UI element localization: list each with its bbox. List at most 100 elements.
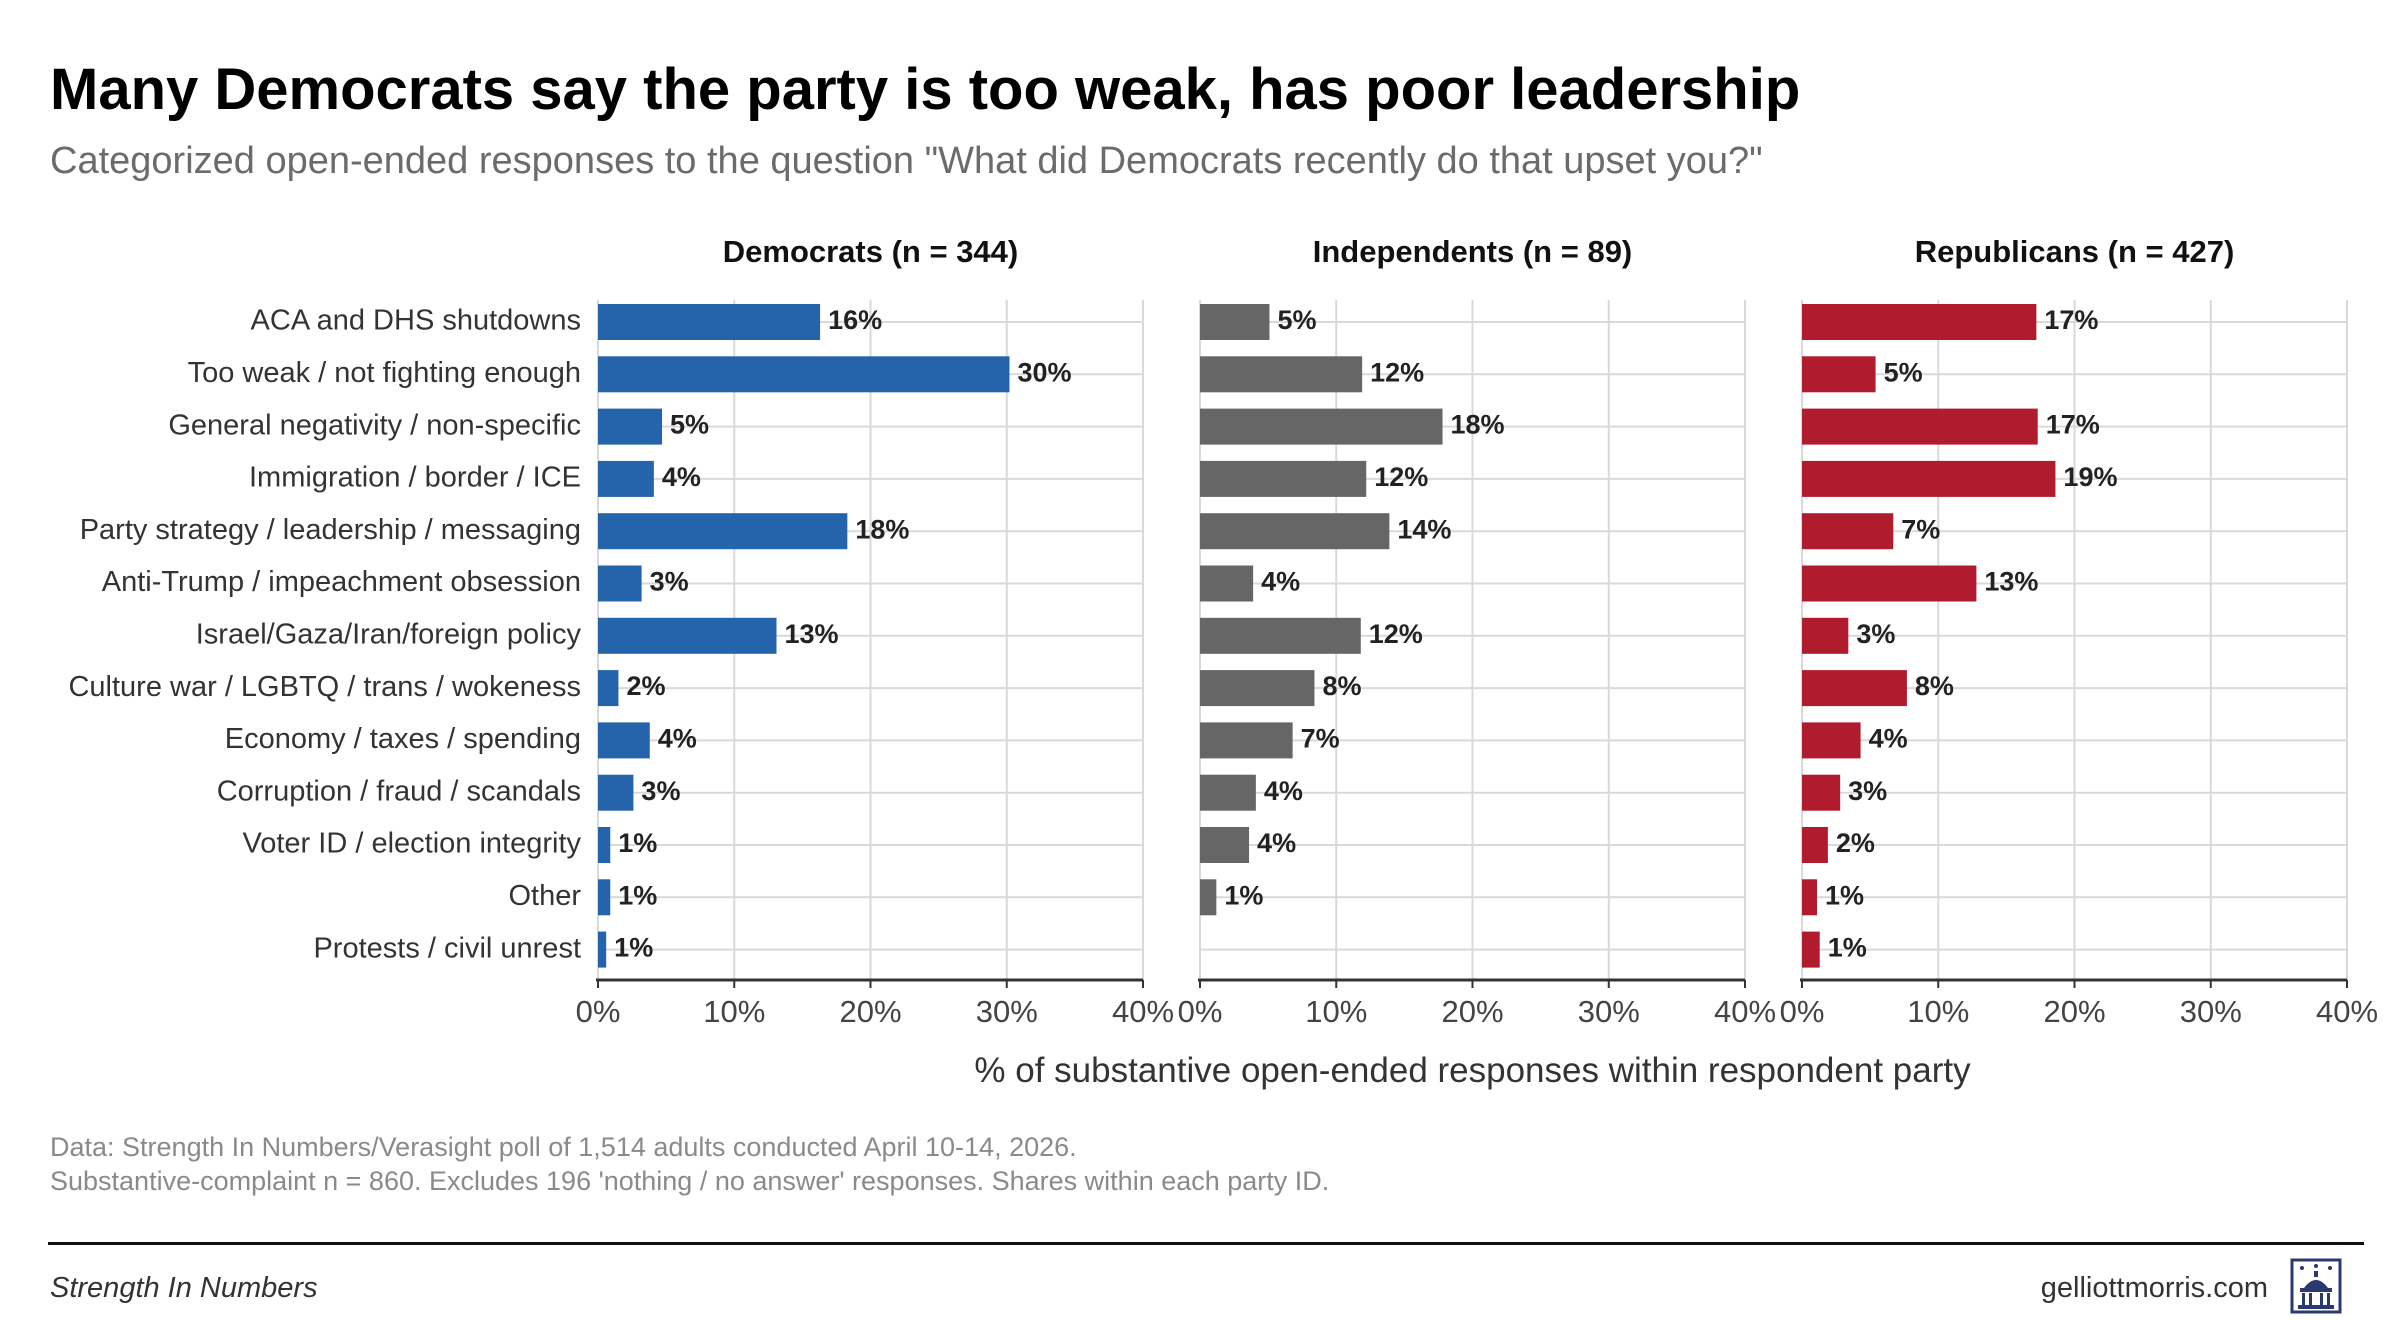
data-label: 17%	[2046, 410, 2100, 440]
footer-divider	[48, 1242, 2364, 1245]
data-label: 4%	[1264, 776, 1303, 806]
data-label: 3%	[1856, 619, 1895, 649]
data-label: 4%	[658, 724, 697, 754]
x-tick-label: 40%	[2316, 994, 2378, 1029]
bar-independents	[1200, 565, 1254, 602]
category-label: Culture war / LGBTQ / trans / wokeness	[68, 671, 581, 703]
data-label: 1%	[1828, 933, 1867, 963]
data-label: 7%	[1301, 724, 1340, 754]
data-label: 4%	[1261, 567, 1300, 597]
data-label: 13%	[784, 619, 838, 649]
faceted-bar-chart: ACA and DHS shutdowns Too weak / not figh…	[68, 234, 2378, 1090]
data-label: 8%	[1915, 671, 1954, 701]
category-label: Immigration / border / ICE	[249, 462, 581, 494]
bar-independents	[1200, 304, 1270, 340]
website-link[interactable]: gelliottmorris.com	[2040, 1272, 2268, 1304]
data-label: 4%	[1869, 724, 1908, 754]
capitol-logo-icon	[2290, 1258, 2342, 1314]
panel-title: Republicans (n = 427)	[1915, 234, 2235, 269]
category-label: ACA and DHS shutdowns	[251, 305, 581, 337]
data-label: 3%	[641, 776, 680, 806]
data-label: 18%	[1451, 410, 1505, 440]
brand-name: Strength In Numbers	[50, 1272, 318, 1304]
category-label: Corruption / fraud / scandals	[217, 775, 581, 807]
bar-independents	[1200, 356, 1363, 393]
x-tick-label: 40%	[1112, 994, 1174, 1029]
category-label: Other	[508, 880, 581, 912]
x-axis-title: % of substantive open-ended responses wi…	[974, 1051, 1971, 1090]
data-label: 1%	[618, 828, 657, 858]
bar-republicans	[1802, 931, 1820, 968]
bar-independents	[1200, 460, 1367, 497]
bar-republicans	[1802, 304, 2037, 340]
data-label: 2%	[626, 671, 665, 701]
data-label: 4%	[662, 462, 701, 492]
x-tick-label: 30%	[2180, 994, 2242, 1029]
data-label: 19%	[2063, 462, 2117, 492]
chart-subtitle: Categorized open-ended responses to the …	[50, 140, 1763, 182]
data-label: 1%	[614, 933, 653, 963]
bar-democrats	[598, 879, 611, 916]
x-tick-label: 0%	[1780, 994, 1825, 1029]
bar-democrats	[598, 408, 663, 445]
data-label: 1%	[1825, 880, 1864, 910]
bar-democrats	[598, 304, 821, 340]
data-label: 17%	[2044, 305, 2098, 335]
bar-independents	[1200, 879, 1217, 916]
chart-title: Many Democrats say the party is too weak…	[50, 57, 1801, 122]
source-line-2: Substantive-complaint n = 860. Excludes …	[50, 1166, 1330, 1196]
bar-republicans	[1802, 774, 1841, 811]
x-tick-label: 10%	[703, 994, 765, 1029]
category-label: General negativity / non-specific	[168, 409, 581, 441]
bar-republicans	[1802, 356, 1876, 393]
bar-republicans	[1802, 513, 1894, 550]
data-label: 30%	[1017, 357, 1071, 387]
bar-democrats	[598, 722, 650, 759]
bar-republicans	[1802, 460, 2056, 497]
x-tick-label: 30%	[1578, 994, 1640, 1029]
category-label: Voter ID / election integrity	[243, 828, 582, 860]
category-label: Party strategy / leadership / messaging	[80, 514, 581, 546]
data-label: 3%	[650, 567, 689, 597]
data-label: 5%	[1884, 357, 1923, 387]
data-label: 14%	[1397, 514, 1451, 544]
bar-republicans	[1802, 565, 1977, 602]
bar-democrats	[598, 565, 642, 602]
bar-democrats	[598, 460, 654, 497]
bar-republicans	[1802, 408, 2038, 445]
bar-republicans	[1802, 722, 1861, 759]
bar-independents	[1200, 617, 1361, 654]
bar-independents	[1200, 513, 1390, 550]
data-label: 12%	[1374, 462, 1428, 492]
bar-democrats	[598, 356, 1010, 393]
data-label: 4%	[1257, 828, 1296, 858]
source-note: Data: Strength In Numbers/Verasight poll…	[50, 1130, 1329, 1198]
data-label: 12%	[1369, 619, 1423, 649]
bar-democrats	[598, 774, 634, 811]
x-tick-label: 20%	[1441, 994, 1503, 1029]
data-label: 18%	[855, 514, 909, 544]
x-tick-label: 40%	[1714, 994, 1776, 1029]
category-label: Protests / civil unrest	[313, 932, 581, 964]
bar-democrats	[598, 827, 611, 863]
bar-republicans	[1802, 827, 1828, 863]
x-tick-label: 10%	[1305, 994, 1367, 1029]
x-tick-label: 30%	[976, 994, 1038, 1029]
data-label: 12%	[1370, 357, 1424, 387]
data-label: 1%	[618, 880, 657, 910]
data-label: 7%	[1901, 514, 1940, 544]
bar-democrats	[598, 513, 848, 550]
bar-independents	[1200, 774, 1256, 811]
bar-independents	[1200, 408, 1443, 445]
bar-democrats	[598, 931, 607, 968]
bar-republicans	[1802, 879, 1817, 916]
x-tick-label: 20%	[2043, 994, 2105, 1029]
panel-title: Independents (n = 89)	[1313, 234, 1633, 269]
x-tick-label: 10%	[1907, 994, 1969, 1029]
bar-independents	[1200, 722, 1293, 759]
x-tick-label: 20%	[839, 994, 901, 1029]
data-label: 3%	[1848, 776, 1887, 806]
data-label: 13%	[1984, 567, 2038, 597]
panel-title: Democrats (n = 344)	[723, 234, 1018, 269]
data-label: 16%	[828, 305, 882, 335]
